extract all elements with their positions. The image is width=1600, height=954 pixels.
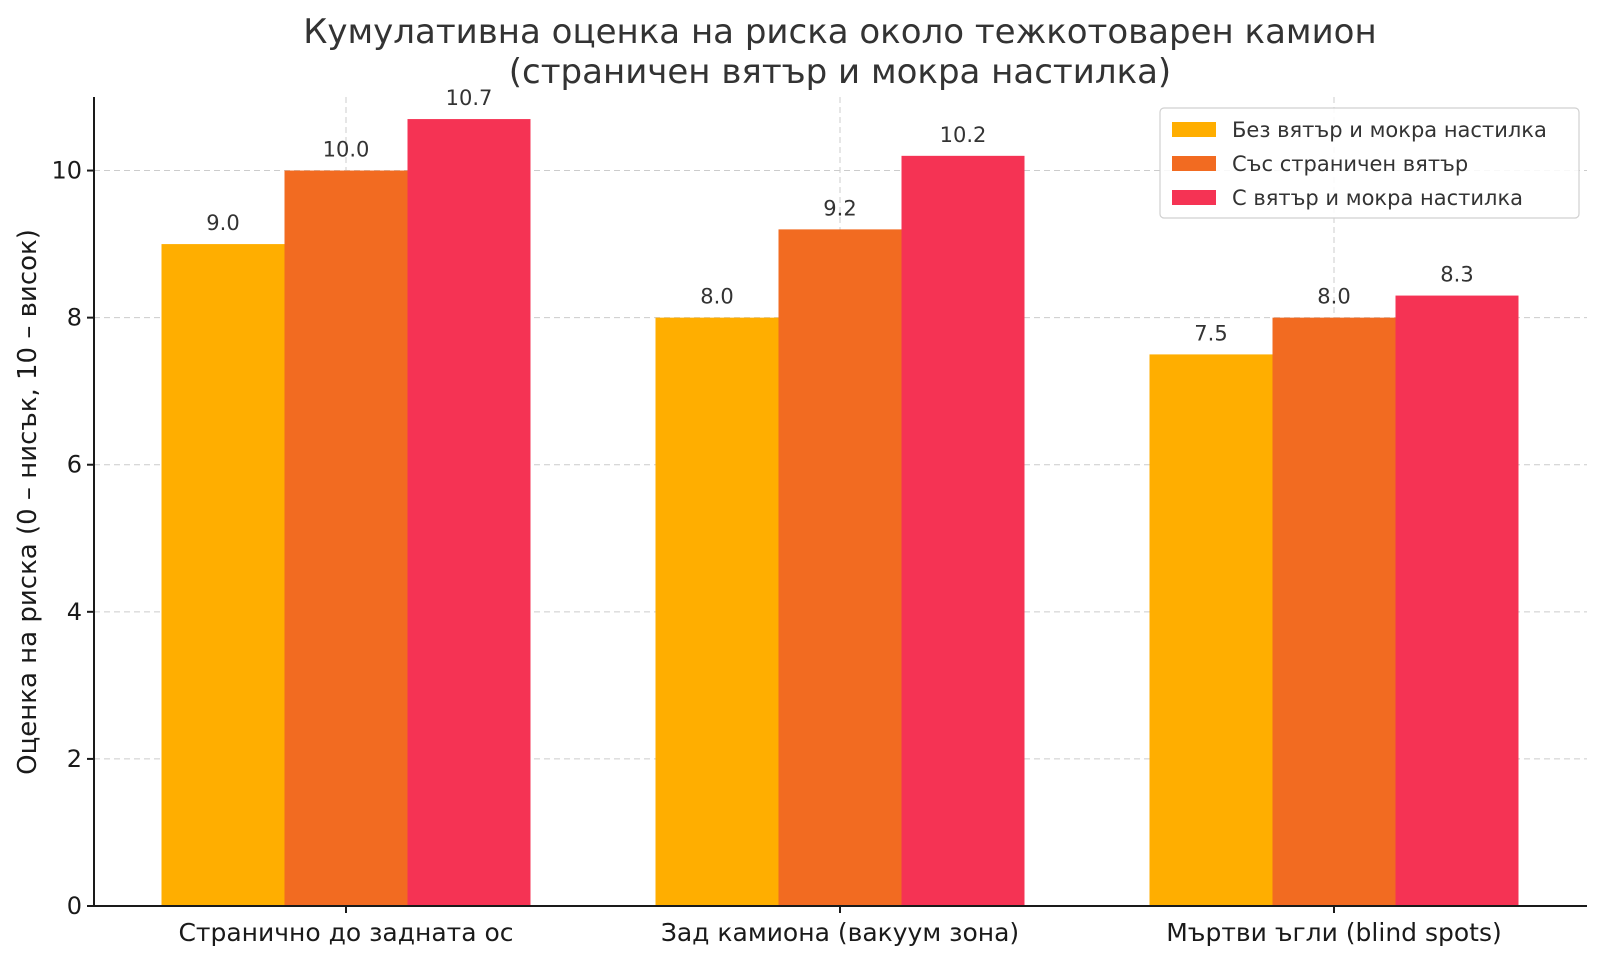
x-category-label: Зад камиона (вакуум зона): [661, 918, 1019, 947]
legend-label: Със страничен вятър: [1232, 152, 1468, 176]
bar: [1395, 295, 1519, 906]
legend-frame: [1159, 107, 1580, 219]
value-labels: 9.0 8.0 7.5 10.0 9.2 8.0 10.7 10.2 8.3: [206, 86, 1473, 345]
legend: Без вятър и мокра настилка Със страничен …: [1159, 107, 1580, 219]
x-axis-ticks: Странично до задната ос Зад камиона (ваку…: [178, 906, 1502, 947]
bar-value-label: 8.0: [700, 285, 733, 309]
y-axis-label: Оценка на риска (0 – нисък, 10 – висок): [13, 229, 43, 775]
bar-value-label: 8.3: [1440, 263, 1473, 287]
bar-value-label: 10.7: [446, 86, 493, 110]
y-axis-ticks: 0 2 4 6 8 10: [51, 157, 94, 920]
bar: [161, 244, 285, 906]
legend-swatch: [1172, 190, 1216, 205]
bar: [1149, 354, 1273, 907]
bar: [407, 119, 531, 906]
x-category-label: Мъртви ъгли (blind spots): [1166, 918, 1502, 947]
y-tick-label: 2: [67, 745, 82, 773]
y-tick-label: 6: [67, 451, 82, 479]
y-tick-label: 8: [67, 304, 82, 332]
chart-title-line-2: (страничен вятър и мокра настилка): [509, 52, 1171, 92]
bar-value-label: 7.5: [1194, 321, 1227, 345]
chart-title: Кумулативна оценка на риска около тежкот…: [303, 12, 1376, 92]
legend-swatch: [1172, 122, 1216, 137]
bar-value-label: 9.2: [823, 196, 856, 220]
bar: [901, 155, 1025, 906]
bar: [655, 317, 779, 906]
bar-value-label: 10.0: [323, 138, 370, 162]
y-tick-label: 4: [67, 598, 82, 626]
bar: [1272, 317, 1396, 906]
bar: [284, 170, 408, 906]
bar-value-label: 10.2: [940, 123, 987, 147]
bar-value-label: 8.0: [1317, 285, 1350, 309]
bar-value-label: 9.0: [206, 211, 239, 235]
legend-swatch: [1172, 156, 1216, 171]
y-tick-label: 10: [51, 157, 82, 185]
legend-label: С вятър и мокра настилка: [1232, 186, 1523, 210]
chart-title-line-1: Кумулативна оценка на риска около тежкот…: [303, 12, 1376, 52]
x-category-label: Странично до задната ос: [178, 918, 513, 947]
bar: [778, 229, 902, 906]
bars: [161, 119, 1519, 907]
y-tick-label: 0: [67, 892, 82, 920]
legend-label: Без вятър и мокра настилка: [1232, 118, 1547, 142]
